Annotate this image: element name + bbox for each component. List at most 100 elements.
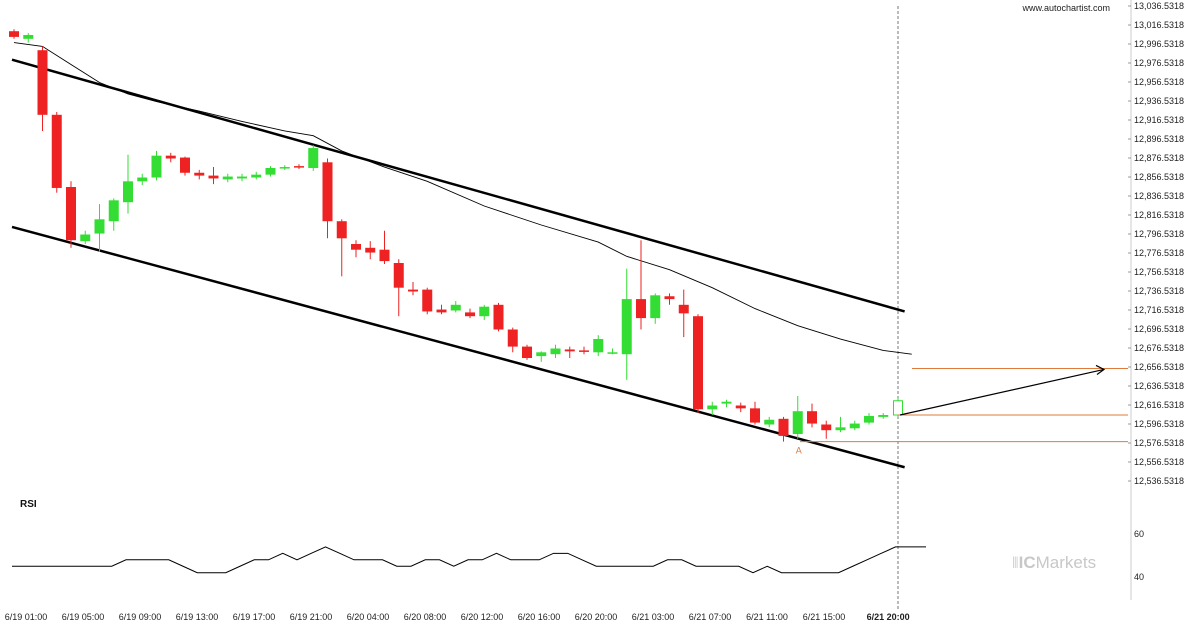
candle-body bbox=[80, 234, 91, 242]
candle-body bbox=[821, 424, 832, 431]
candle bbox=[351, 240, 361, 258]
price-tick-label: 12,736.5318 bbox=[1134, 286, 1184, 296]
rsi-label: RSI bbox=[20, 499, 37, 510]
candle bbox=[365, 241, 376, 260]
time-tick-label: 6/19 17:00 bbox=[233, 612, 276, 622]
candle bbox=[536, 351, 547, 362]
candle bbox=[522, 344, 532, 360]
candle-body bbox=[279, 167, 290, 169]
candle-body bbox=[693, 316, 703, 410]
candle-body bbox=[536, 352, 547, 357]
candle bbox=[222, 173, 233, 183]
rsi-tick-label: 40 bbox=[1134, 572, 1144, 582]
time-tick-label: 6/20 16:00 bbox=[518, 612, 561, 622]
candle bbox=[607, 348, 618, 355]
candle-body bbox=[764, 419, 775, 425]
candle-body bbox=[436, 309, 447, 313]
candle-body bbox=[636, 299, 646, 319]
candle bbox=[450, 301, 461, 313]
price-tick-label: 12,856.5318 bbox=[1134, 172, 1184, 182]
candle-body bbox=[165, 155, 176, 159]
candle-body bbox=[721, 401, 732, 404]
candle bbox=[51, 111, 62, 193]
brand-logo-mark: ⦀ bbox=[1012, 555, 1019, 572]
price-axis: 13,036.5318 13,016.5318 12,996.5318 12,976.… bbox=[1128, 0, 1184, 600]
price-tick-label: 12,996.5318 bbox=[1134, 39, 1184, 49]
candle bbox=[807, 403, 817, 428]
candle bbox=[180, 156, 190, 176]
candle bbox=[479, 304, 490, 321]
time-tick-label: 6/19 09:00 bbox=[119, 612, 162, 622]
candle bbox=[550, 344, 561, 359]
candle bbox=[393, 259, 404, 317]
candle bbox=[251, 171, 262, 180]
candle bbox=[165, 152, 176, 163]
candle bbox=[636, 240, 646, 330]
candle bbox=[66, 181, 76, 248]
candles bbox=[9, 29, 903, 442]
candle-body bbox=[322, 162, 333, 222]
price-tick-label: 12,556.5318 bbox=[1134, 457, 1184, 467]
candle bbox=[436, 304, 447, 315]
candle-body bbox=[237, 176, 247, 179]
forecast-candle-body bbox=[893, 400, 903, 416]
candle-body bbox=[222, 176, 233, 180]
candle-body bbox=[108, 200, 119, 222]
candle bbox=[465, 308, 475, 319]
candle bbox=[422, 287, 433, 315]
candle bbox=[379, 230, 390, 264]
moving-average-line bbox=[13, 42, 912, 355]
price-tick-label: 12,536.5318 bbox=[1134, 476, 1184, 486]
candle-body bbox=[294, 166, 304, 168]
price-tick-label: 12,896.5318 bbox=[1134, 134, 1184, 144]
candle-body bbox=[450, 304, 461, 311]
candle-body bbox=[522, 346, 532, 359]
price-tick-label: 12,916.5318 bbox=[1134, 115, 1184, 125]
candle bbox=[849, 420, 860, 431]
candle-body bbox=[151, 155, 162, 178]
candle bbox=[108, 198, 119, 231]
price-tick-label: 12,756.5318 bbox=[1134, 267, 1184, 277]
site-url[interactable]: www.autochartist.com bbox=[1022, 3, 1110, 13]
candle bbox=[279, 165, 290, 170]
candle-body bbox=[379, 249, 390, 262]
time-tick-label: 6/21 11:00 bbox=[746, 612, 788, 622]
candle bbox=[322, 158, 333, 239]
candle bbox=[621, 268, 632, 380]
candle-body bbox=[94, 219, 105, 234]
time-tick-label: 6/20 12:00 bbox=[461, 612, 504, 622]
time-tick-label: 6/19 01:00 bbox=[5, 612, 48, 622]
candle bbox=[336, 219, 347, 277]
candle-body bbox=[664, 296, 675, 300]
projection-arrow-head bbox=[1095, 364, 1106, 375]
candle bbox=[94, 204, 105, 252]
candle bbox=[650, 293, 661, 324]
price-tick-label: 13,036.5318 bbox=[1134, 1, 1184, 11]
candle-body bbox=[180, 157, 190, 173]
candle bbox=[750, 401, 760, 425]
price-tick-label: 12,616.5318 bbox=[1134, 400, 1184, 410]
candle-body bbox=[194, 172, 205, 176]
time-tick-label: 6/19 13:00 bbox=[176, 612, 219, 622]
price-tick-label: 13,016.5318 bbox=[1134, 20, 1184, 30]
price-tick-label: 12,576.5318 bbox=[1134, 438, 1184, 448]
candle bbox=[123, 154, 133, 214]
candle bbox=[408, 282, 418, 296]
candle-body bbox=[621, 299, 632, 355]
candle-body bbox=[9, 31, 19, 37]
price-tick-label: 12,636.5318 bbox=[1134, 381, 1184, 391]
brand-logo: ⦀ICMarkets bbox=[1012, 553, 1096, 573]
candle-body bbox=[878, 415, 889, 417]
candle-body bbox=[735, 405, 746, 409]
candle bbox=[564, 346, 575, 359]
candle-body bbox=[422, 289, 433, 312]
candle-body bbox=[750, 408, 760, 423]
candle bbox=[265, 166, 276, 177]
price-tick-label: 12,936.5318 bbox=[1134, 96, 1184, 106]
candle-body bbox=[778, 418, 789, 436]
candle-body bbox=[479, 306, 490, 317]
candle bbox=[664, 293, 675, 305]
candle-body bbox=[493, 304, 504, 330]
candle-body bbox=[579, 350, 589, 352]
